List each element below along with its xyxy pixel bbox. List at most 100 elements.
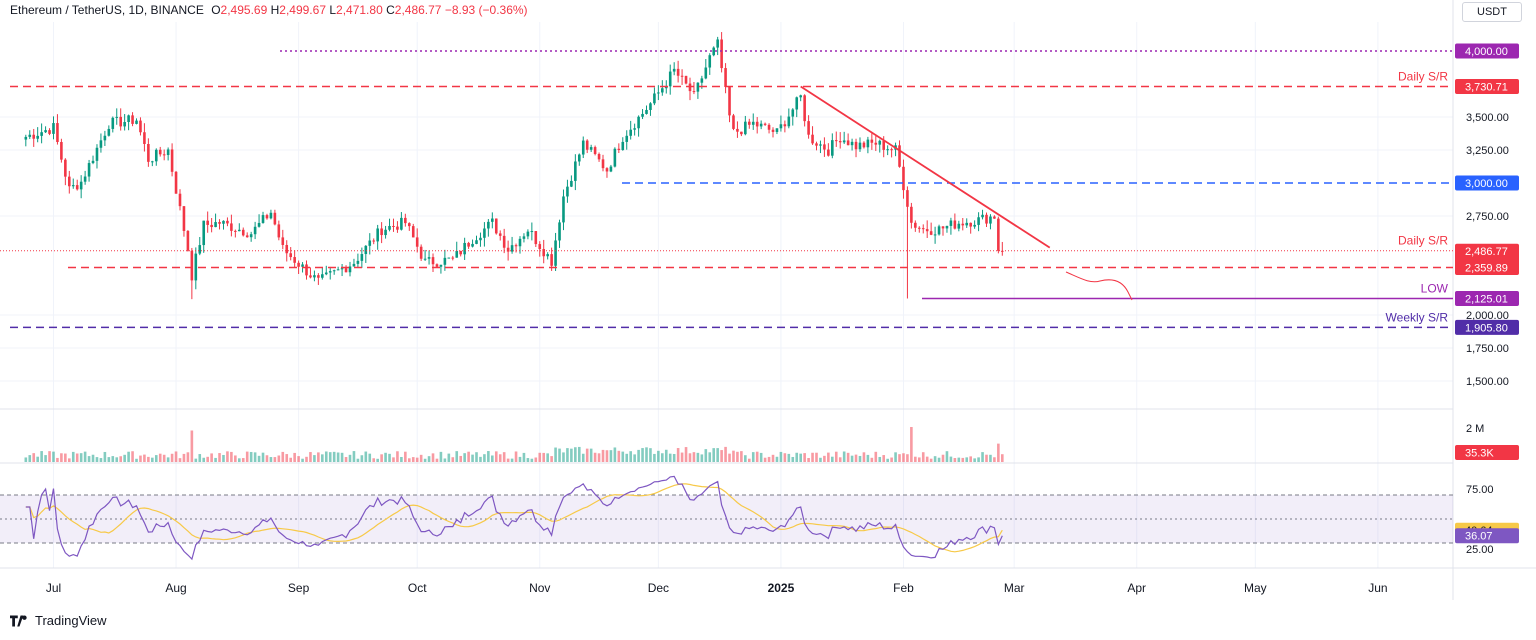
volume-bar [937, 457, 941, 462]
candle [297, 260, 300, 275]
candle [989, 214, 992, 230]
candle [443, 249, 447, 271]
candle [712, 46, 716, 57]
candle [696, 82, 700, 99]
candle [245, 232, 249, 238]
candle [364, 245, 368, 263]
candle [182, 206, 186, 237]
candle [538, 241, 542, 257]
candle-body [321, 274, 324, 278]
candle-body [107, 128, 111, 136]
candle [415, 228, 419, 253]
candle-body [744, 121, 747, 135]
volume-bar [625, 453, 629, 462]
candle-body [423, 258, 427, 260]
candle-body [71, 185, 75, 187]
volume-bar [423, 458, 427, 462]
tradingview-branding[interactable]: TradingView [10, 613, 107, 628]
volume-bar [672, 453, 676, 462]
candle [431, 253, 435, 273]
volume-bar [245, 451, 249, 462]
candle [340, 263, 344, 277]
volume-bar [182, 453, 186, 462]
volume-bar [107, 457, 111, 462]
candle-body [32, 134, 36, 139]
volume-bar [854, 454, 858, 462]
volume-bar [24, 457, 28, 462]
time-axis-label: May [1244, 581, 1267, 595]
candle-body [831, 140, 834, 156]
volume-bar [427, 456, 431, 462]
candle-body [158, 149, 162, 155]
volume-bar [518, 456, 522, 462]
volume-bar [562, 452, 565, 462]
candle-body [277, 224, 281, 238]
candle [961, 218, 965, 231]
candle [48, 128, 51, 136]
volume-bar [309, 452, 312, 462]
rsi-axis-tick: 75.00 [1466, 484, 1494, 496]
volume-bar [629, 451, 632, 462]
price-label: 2,125.01 [1465, 293, 1508, 305]
candle-body [162, 154, 166, 156]
candle [491, 212, 494, 229]
time-axis-label: Mar [1004, 581, 1025, 595]
candle-body [407, 223, 411, 227]
volume-bar [301, 458, 304, 462]
time-axis-label: Jul [46, 581, 61, 595]
volume-bar [52, 451, 55, 462]
volume-bar [103, 451, 107, 462]
volume-bar [522, 452, 526, 462]
price-label: 3,000.00 [1465, 178, 1508, 190]
candle-body [993, 216, 996, 219]
volume-bar [48, 451, 51, 462]
volume-bar [135, 458, 138, 462]
candle-body [890, 149, 893, 151]
candle [467, 241, 470, 249]
candle-body [431, 257, 435, 265]
candle [285, 240, 289, 262]
volume-bar [759, 452, 763, 462]
volume-bar [111, 456, 115, 462]
candle-body [289, 253, 292, 258]
candle [44, 126, 47, 133]
candle [779, 115, 783, 132]
candle-body [376, 228, 379, 242]
change-value: −8.93 (−0.36%) [444, 3, 528, 17]
volume-bar [139, 455, 142, 462]
candle-body [427, 257, 431, 259]
volume-bar [668, 453, 672, 462]
volume-bar [688, 453, 692, 462]
candle [190, 247, 194, 300]
candle [344, 265, 348, 273]
candle-body [139, 120, 142, 133]
volume-bar [415, 457, 419, 462]
candle [751, 113, 755, 130]
candle-body [364, 245, 368, 255]
candle [336, 266, 340, 271]
candle [174, 170, 178, 194]
candle [407, 222, 411, 231]
volume-bar [874, 451, 878, 462]
volume-bar [60, 453, 63, 462]
candle [747, 118, 751, 129]
candle [24, 134, 28, 147]
candle-body [577, 154, 581, 162]
currency-button[interactable]: USDT [1462, 2, 1522, 22]
candle-body [111, 117, 115, 129]
candle-body [372, 240, 376, 242]
volume-bar [862, 452, 866, 462]
volume-bar [313, 455, 316, 462]
candle-body [629, 129, 632, 136]
volume-bar [692, 452, 696, 462]
volume-bar [645, 447, 648, 462]
volume-bar [589, 448, 593, 462]
candle [676, 60, 680, 83]
volume-bar [463, 453, 466, 462]
candle-body [866, 139, 870, 148]
candle-body [593, 147, 597, 155]
volume-bar [214, 457, 217, 462]
candle [423, 249, 427, 261]
candle-body [617, 148, 621, 151]
